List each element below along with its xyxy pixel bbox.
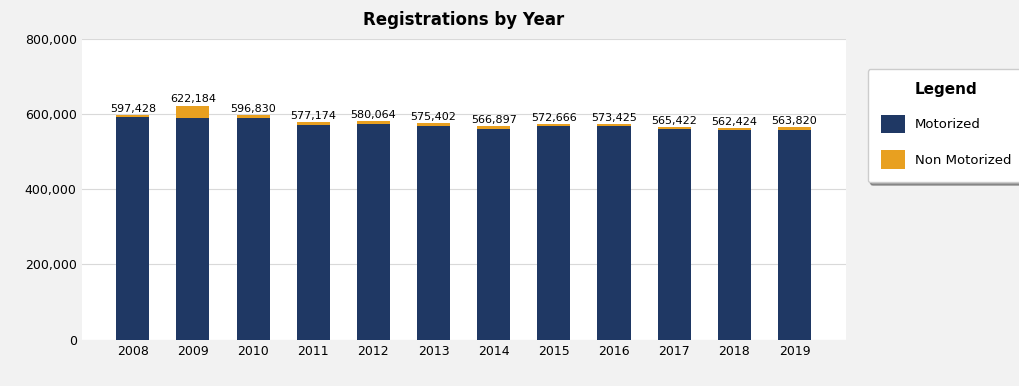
Text: 580,064: 580,064 [351, 110, 396, 120]
Text: 575,402: 575,402 [411, 112, 457, 122]
Bar [477, 126, 511, 129]
Text: 597,428: 597,428 [110, 103, 156, 113]
Bar [116, 115, 150, 117]
Bar [357, 124, 390, 340]
Text: 622,184: 622,184 [170, 94, 216, 104]
Bar [777, 127, 811, 130]
Text: 565,422: 565,422 [651, 115, 697, 125]
Bar [597, 126, 631, 340]
Bar [236, 118, 270, 340]
Bar [236, 115, 270, 118]
Text: 562,424: 562,424 [711, 117, 757, 127]
Bar [297, 122, 330, 125]
Bar [657, 127, 691, 129]
Bar [176, 119, 210, 340]
Bar [357, 121, 390, 124]
Bar [597, 124, 631, 126]
Legend: Motorized, Non Motorized: Motorized, Non Motorized [867, 69, 1019, 182]
Text: 577,174: 577,174 [290, 111, 336, 121]
Text: 596,830: 596,830 [230, 104, 276, 114]
Title: Registrations by Year: Registrations by Year [363, 11, 565, 29]
Text: 573,425: 573,425 [591, 113, 637, 122]
Bar [717, 128, 751, 130]
Bar [537, 126, 571, 340]
Bar [417, 125, 450, 340]
Text: 566,897: 566,897 [471, 115, 517, 125]
Bar [297, 125, 330, 340]
Bar [477, 129, 511, 340]
Bar [537, 124, 571, 126]
Bar [777, 130, 811, 340]
Bar [116, 117, 150, 340]
Bar [176, 105, 210, 119]
Text: 563,820: 563,820 [771, 116, 817, 126]
Bar [657, 129, 691, 340]
Bar [417, 123, 450, 125]
Bar [717, 130, 751, 340]
Text: 572,666: 572,666 [531, 113, 577, 123]
